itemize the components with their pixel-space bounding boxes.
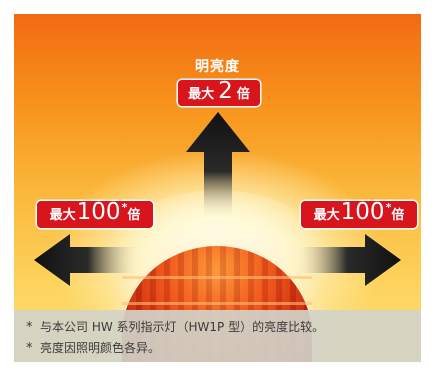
footnote-mark: * [26, 341, 33, 356]
brightness-badge-right: 最大 100 * 倍 [301, 201, 417, 228]
brightness-badge-top: 最大 2 倍 [178, 80, 260, 106]
footnote-mark: * [385, 201, 392, 214]
promo-banner: 明亮度 最大 2 倍 最大 100 * 倍 最大 100 * 倍 * 与本公司 … [14, 14, 421, 362]
badge-value: 100 [340, 199, 385, 225]
footnote-mark: * [26, 320, 33, 335]
footnote: * 亮度因照明颜色各异。 [26, 338, 421, 359]
lamp-lens-band [122, 302, 312, 305]
brightness-badge-left: 最大 100 * 倍 [37, 201, 153, 228]
footnote-mark: * [121, 201, 128, 214]
footnote-text: 与本公司 HW 系列指示灯（HW1P 型）的亮度比较。 [40, 320, 325, 334]
badge-prefix: 最大 [49, 208, 76, 223]
footnote: * 与本公司 HW 系列指示灯（HW1P 型）的亮度比较。 [26, 317, 421, 338]
badge-value: 100 [76, 199, 121, 225]
badge-prefix: 最大 [313, 208, 340, 223]
badge-prefix: 最大 [188, 87, 215, 102]
footnotes: * 与本公司 HW 系列指示灯（HW1P 型）的亮度比较。 * 亮度因照明颜色各… [14, 310, 421, 362]
arrow-up-icon [186, 112, 250, 220]
badge-unit: 倍 [236, 87, 250, 102]
footnote-text: 亮度因照明颜色各异。 [40, 341, 161, 355]
lamp-lens-band [122, 276, 312, 279]
badge-unit: 倍 [127, 208, 141, 223]
arrow-left-icon [34, 234, 142, 286]
badge-unit: 倍 [391, 208, 405, 223]
brightness-title: 明亮度 [195, 59, 240, 75]
arrow-right-icon [293, 234, 401, 286]
badge-value: 2 [218, 78, 233, 104]
